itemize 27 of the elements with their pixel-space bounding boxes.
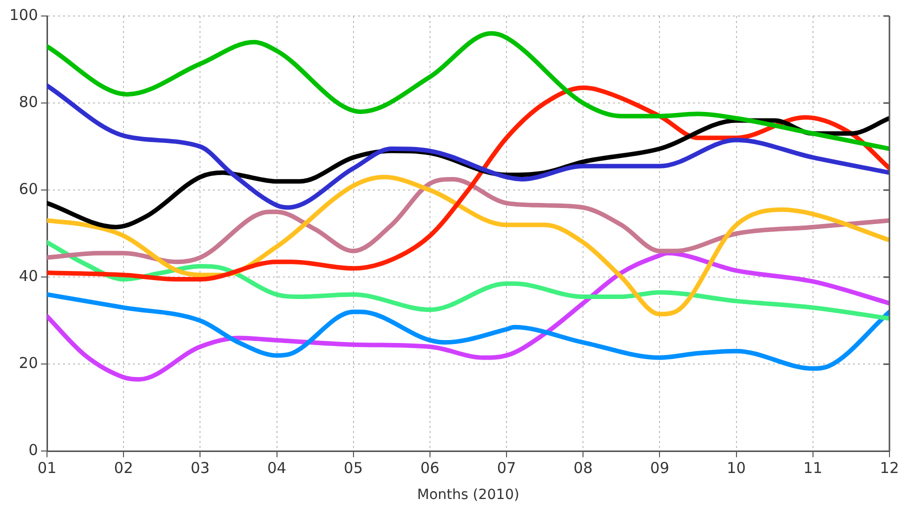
x-tick-label: 12 (880, 459, 900, 478)
y-tick-label: 20 (18, 354, 38, 372)
x-tick-label: 08 (574, 459, 593, 478)
line-series (47, 176, 890, 264)
line-series (47, 83, 890, 210)
line-series (47, 31, 890, 151)
x-tick-label: 04 (267, 459, 286, 478)
line-series (47, 240, 890, 321)
x-tick-label: 05 (344, 459, 363, 478)
x-tick-label: 01 (37, 459, 57, 478)
y-tick-label: 80 (18, 92, 38, 111)
y-tick-label: 100 (9, 6, 38, 24)
y-tick-label: 0 (28, 441, 38, 460)
x-tick-label: 03 (190, 459, 210, 478)
y-tick-label: 60 (18, 180, 38, 198)
line-series (47, 174, 890, 316)
line-series (47, 292, 890, 371)
x-tick-label: 11 (803, 459, 822, 478)
x-tick-label: 02 (114, 459, 134, 478)
x-tick-label: 10 (726, 459, 746, 478)
x-tick-label: 07 (496, 459, 516, 478)
line-series (47, 250, 890, 382)
x-tick-label: 09 (650, 459, 670, 478)
x-tick-label: 06 (420, 459, 440, 478)
x-axis-title: Months (2010) (417, 487, 520, 504)
line-series (47, 86, 890, 282)
y-tick-label: 40 (18, 267, 38, 286)
